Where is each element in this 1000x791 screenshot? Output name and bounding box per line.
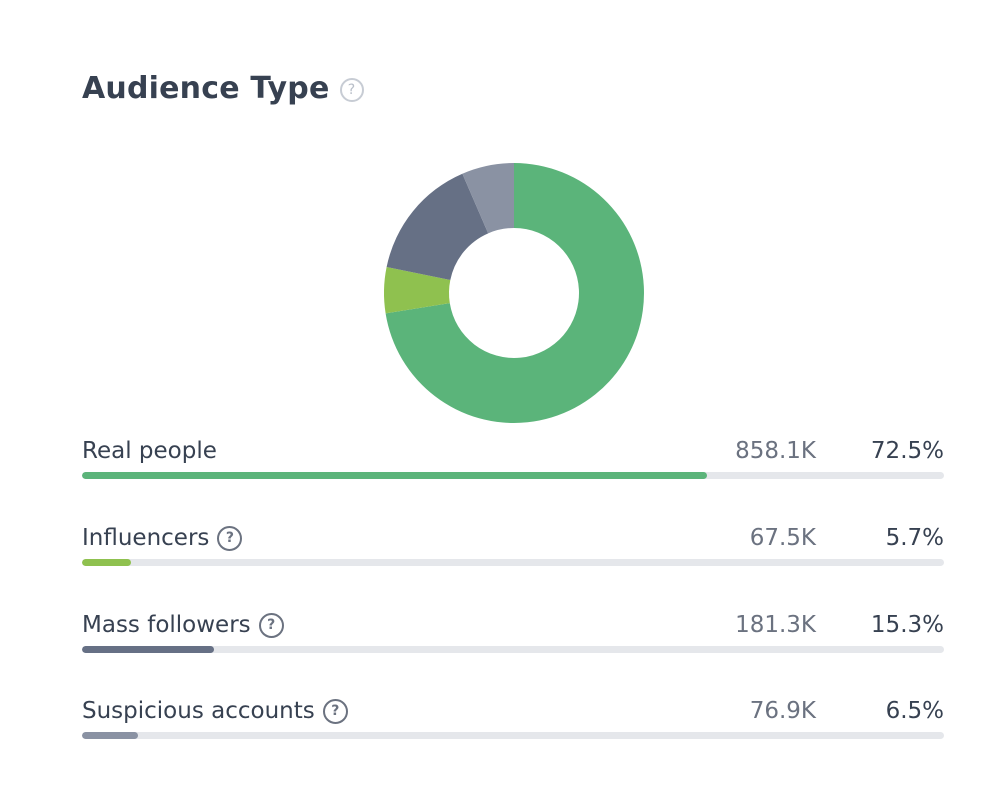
donut-slice-suspicious-accounts[interactable] — [462, 163, 514, 234]
row-count: 67.5K — [749, 525, 816, 551]
row-percent: 6.5% — [885, 698, 944, 724]
row-label: Suspicious accounts — [82, 698, 315, 724]
row-count: 858.1K — [735, 438, 816, 464]
progress-track — [82, 472, 944, 479]
donut-slice-mass-followers[interactable] — [386, 173, 489, 281]
row-count: 76.9K — [749, 698, 816, 724]
row-percent: 15.3% — [870, 612, 944, 638]
donut-slice-real-people[interactable] — [385, 163, 644, 424]
row-label-wrap: Influencers? — [82, 521, 243, 555]
help-icon[interactable]: ? — [217, 525, 243, 551]
help-icon[interactable]: ? — [322, 698, 348, 724]
progress-fill-influencers — [82, 559, 132, 566]
breakdown-row-real-people: Real people 858.1K 72.5% — [82, 434, 944, 494]
donut-chart — [384, 163, 644, 424]
row-label: Influencers — [82, 525, 210, 551]
progress-track — [82, 732, 944, 739]
row-label-wrap: Real people — [82, 434, 217, 468]
title-row: Audience Type ? — [82, 66, 364, 110]
progress-track — [82, 646, 944, 653]
breakdown-row-influencers: Influencers? 67.5K 5.7% — [82, 521, 944, 581]
row-label: Real people — [82, 438, 217, 464]
progress-fill-mass-followers — [82, 646, 214, 653]
progress-fill-real-people — [82, 472, 707, 479]
card-title: Audience Type — [82, 70, 330, 106]
row-label-wrap: Mass followers? — [82, 608, 284, 642]
row-percent: 72.5% — [870, 438, 944, 464]
row-label: Mass followers — [82, 612, 251, 638]
breakdown-row-suspicious-accounts: Suspicious accounts? 76.9K 6.5% — [82, 694, 944, 754]
row-count: 181.3K — [735, 612, 816, 638]
donut-slice-influencers[interactable] — [384, 267, 451, 314]
row-percent: 5.7% — [885, 525, 944, 551]
help-icon[interactable]: ? — [258, 612, 284, 638]
progress-fill-suspicious-accounts — [82, 732, 139, 739]
help-icon[interactable]: ? — [339, 78, 364, 102]
row-label-wrap: Suspicious accounts? — [82, 694, 348, 728]
progress-track — [82, 559, 944, 566]
breakdown-row-mass-followers: Mass followers? 181.3K 15.3% — [82, 608, 944, 668]
